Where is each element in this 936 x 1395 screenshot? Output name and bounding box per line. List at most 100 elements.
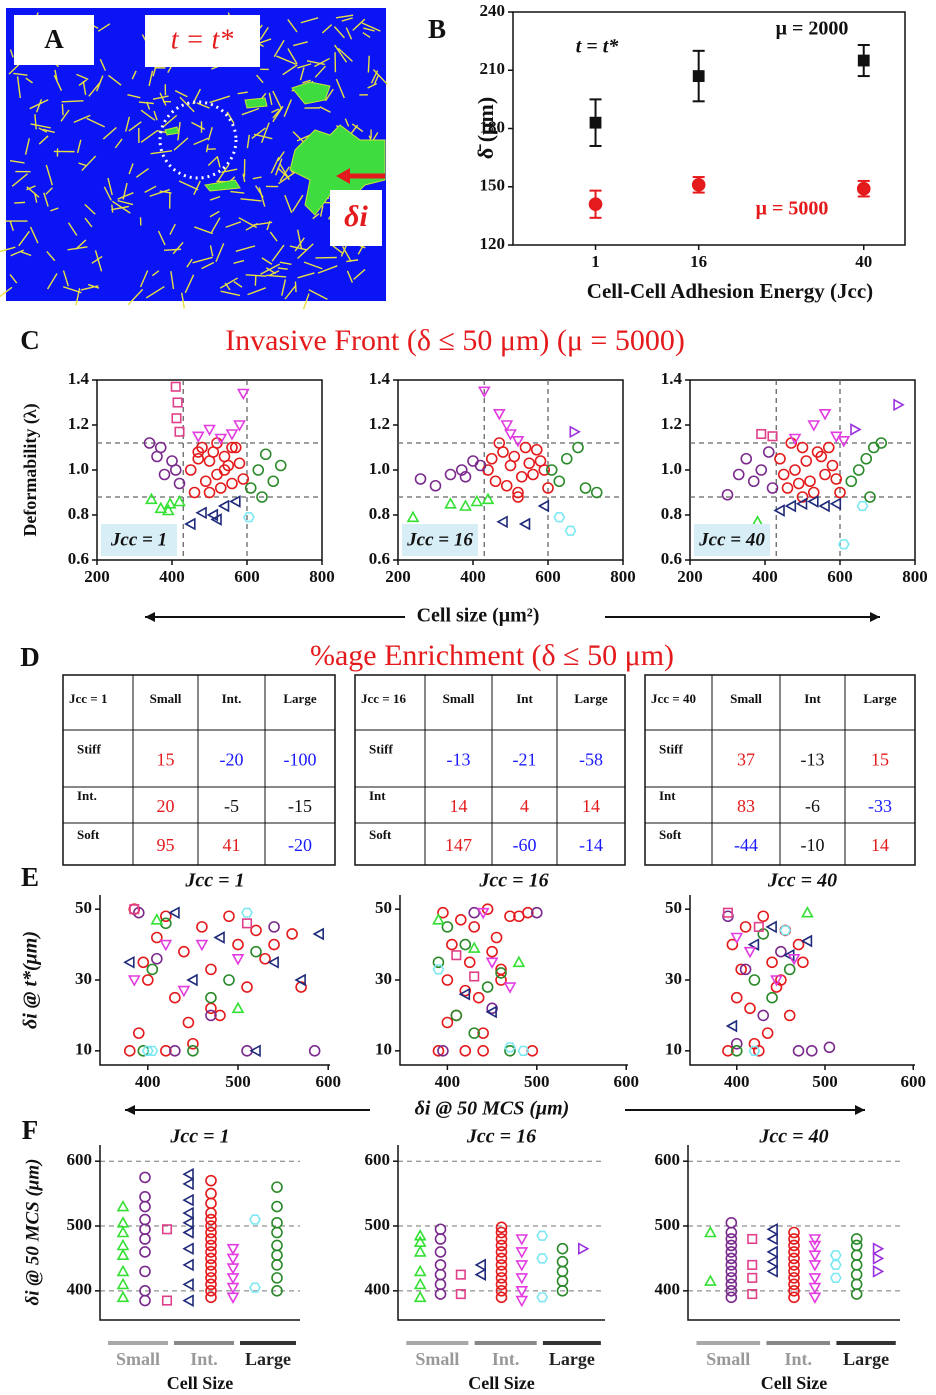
point (233, 1003, 243, 1012)
point (861, 454, 871, 464)
point (147, 964, 157, 974)
point (179, 947, 189, 957)
point (184, 1244, 193, 1254)
point (521, 519, 530, 529)
point (272, 1202, 282, 1212)
row-header: Soft (77, 827, 100, 842)
point (188, 1046, 198, 1056)
fiber (62, 101, 84, 102)
point (858, 502, 868, 511)
column-header: Large (283, 691, 316, 706)
table-cell: -58 (579, 750, 603, 770)
point (468, 456, 478, 466)
group-bar (766, 1341, 830, 1345)
point (272, 1250, 282, 1260)
point (748, 1274, 757, 1283)
point (780, 926, 790, 935)
point (436, 1289, 446, 1299)
point (852, 1279, 862, 1289)
point (524, 458, 534, 468)
point (206, 1176, 216, 1186)
point (874, 1266, 883, 1276)
axis-line (690, 895, 915, 1065)
point (184, 1208, 193, 1218)
point (824, 443, 834, 453)
y-tick-label: 0.6 (68, 549, 89, 568)
x-tick-label: 600 (900, 1072, 926, 1091)
point (205, 488, 215, 498)
point (741, 922, 751, 932)
point (693, 179, 705, 191)
y-axis-label: δi @ 50 MCS (μm) (22, 1159, 43, 1306)
row-header: Stiff (77, 741, 102, 756)
point (517, 1261, 527, 1270)
fiber (112, 205, 113, 213)
point (789, 1228, 799, 1238)
point (756, 465, 766, 475)
point (415, 1279, 425, 1288)
point (165, 499, 175, 508)
panel-label: A (44, 24, 64, 54)
table-cell: -20 (220, 750, 244, 770)
y-tick-label: 1.2 (369, 414, 390, 433)
point (183, 1018, 193, 1028)
table-cell: 147 (445, 835, 472, 855)
x-tick-label: 800 (610, 567, 636, 586)
table-cell: -33 (868, 796, 892, 816)
point (581, 483, 591, 493)
point (775, 454, 785, 464)
x-tick-label: 200 (677, 567, 703, 586)
point (537, 1231, 547, 1240)
arrowhead (870, 612, 880, 622)
point (810, 1274, 820, 1283)
column-header: Large (574, 691, 607, 706)
point (442, 1018, 452, 1028)
group-bar (174, 1341, 234, 1345)
point (705, 1276, 715, 1285)
point (197, 508, 206, 518)
point (184, 1195, 193, 1205)
point (179, 987, 189, 996)
table-cell: -13 (447, 750, 471, 770)
axis-line (688, 1145, 900, 1320)
point (579, 1244, 588, 1254)
point (193, 432, 203, 441)
point (509, 452, 519, 462)
point (184, 1179, 193, 1189)
point (175, 428, 184, 437)
plot-frame (513, 12, 905, 245)
arrowhead (145, 612, 155, 622)
x-tick-label: 800 (902, 567, 928, 586)
y-tick-label: 0.8 (369, 504, 390, 523)
y-tick-label: 1.4 (369, 369, 391, 388)
point (798, 443, 808, 453)
point (741, 454, 751, 464)
point (215, 933, 224, 943)
x-tick-label: 600 (827, 567, 853, 586)
point (272, 1228, 282, 1238)
point (118, 1266, 128, 1275)
point (491, 476, 501, 486)
point (184, 1260, 193, 1270)
table-cell: -15 (288, 796, 312, 816)
point (758, 911, 768, 921)
y-tick-label: 600 (365, 1150, 391, 1169)
x-tick-label: 600 (613, 1072, 639, 1091)
point (831, 1261, 841, 1270)
y-tick-label: 50 (75, 898, 92, 917)
point (785, 964, 795, 974)
point (224, 975, 234, 985)
y-tick-label: 50 (375, 898, 392, 917)
point (798, 957, 808, 967)
point (487, 958, 497, 967)
panel-label: F (22, 1115, 39, 1145)
point (233, 940, 243, 950)
x-axis-label: Cell Size (761, 1373, 827, 1393)
point (161, 941, 171, 950)
x-tick-label: 400 (460, 567, 486, 586)
y-tick-label: 30 (375, 969, 392, 988)
axis-line (100, 1145, 300, 1320)
point (465, 957, 475, 967)
point (763, 1028, 773, 1038)
